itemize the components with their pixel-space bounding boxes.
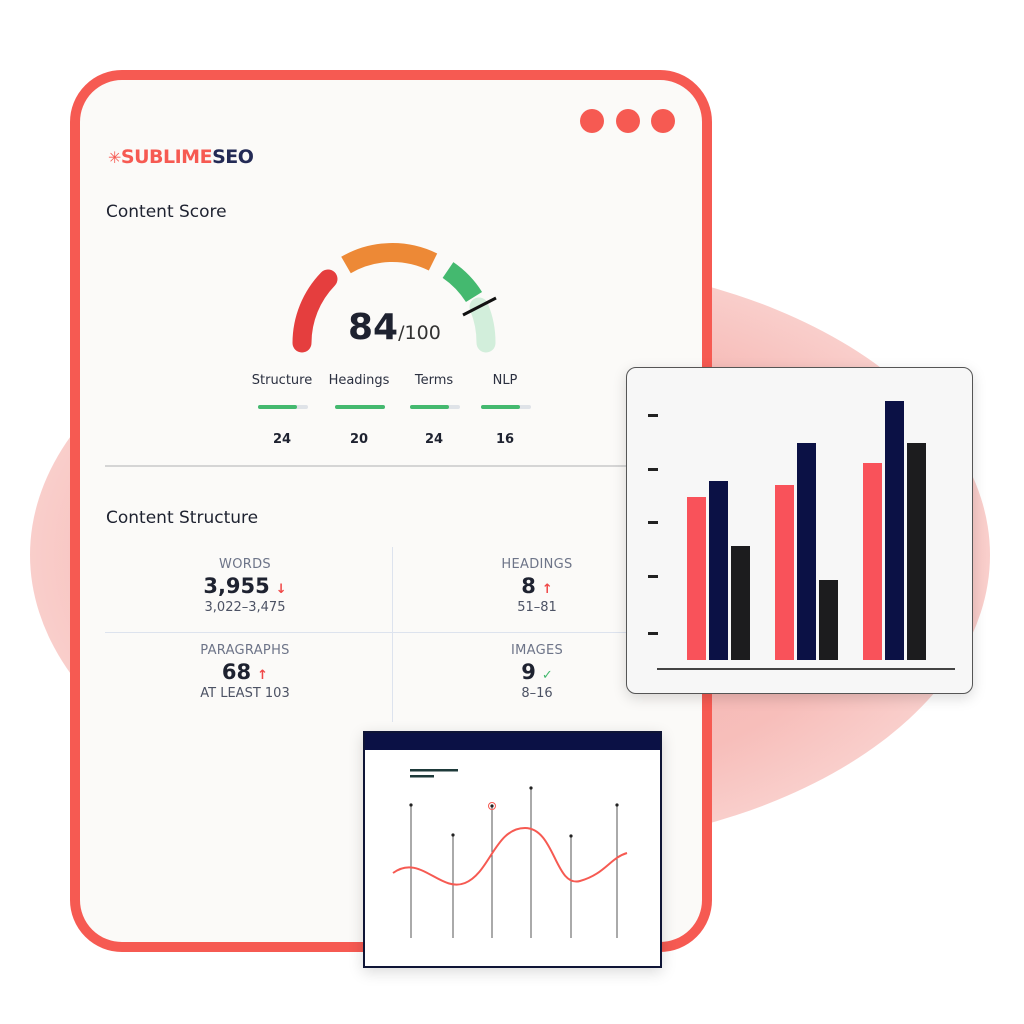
- metric-range: 8–16: [521, 686, 553, 701]
- logo-burst-icon: ✳: [108, 148, 121, 167]
- legend-line: [410, 775, 434, 778]
- score-value: 84/100: [348, 307, 441, 348]
- metric-words: WORDS 3,955 ↓ 3,022–3,475: [100, 557, 390, 615]
- score-number: 84: [348, 307, 399, 348]
- metric-value: 3,955: [203, 574, 270, 598]
- metric-range: 51–81: [517, 600, 557, 615]
- arrow-up-icon: ↑: [541, 582, 553, 597]
- window-dot[interactable]: [580, 109, 604, 133]
- metric-value: 68: [221, 660, 252, 684]
- data-point: [409, 803, 413, 807]
- axis-tick: [648, 414, 658, 417]
- data-point: [529, 786, 533, 790]
- subscore-label: Structure: [251, 373, 313, 388]
- gauge-red: [292, 269, 338, 353]
- subscore-value: 20: [349, 432, 369, 447]
- bar: [731, 546, 750, 660]
- axis-tick: [648, 575, 658, 578]
- check-icon: ✓: [541, 668, 553, 683]
- metric-label: HEADINGS: [501, 557, 573, 572]
- data-point: [615, 803, 619, 807]
- bar-chart: [648, 401, 955, 670]
- grid-hline: [105, 632, 665, 633]
- x-axis: [657, 668, 955, 670]
- line-chart: [365, 733, 660, 938]
- metric-range: 3,022–3,475: [204, 600, 286, 615]
- subscore-label: NLP: [492, 373, 518, 388]
- window-dot[interactable]: [651, 109, 675, 133]
- bar: [863, 463, 882, 660]
- arrow-up-icon: ↑: [257, 668, 269, 683]
- metric-label: WORDS: [219, 557, 271, 572]
- score-max: /100: [398, 322, 441, 344]
- axis-tick: [648, 521, 658, 524]
- metric-headings: HEADINGS 8 ↑ 51–81: [392, 557, 682, 615]
- divider: [105, 465, 702, 467]
- gauge-green: [442, 262, 483, 303]
- grid-vline: [392, 547, 393, 722]
- axis-tick: [648, 632, 658, 635]
- subscore-value: 16: [495, 432, 515, 447]
- data-point: [451, 833, 455, 837]
- subscore-progress: [258, 405, 308, 409]
- brand-logo: ✳SUBLIMESEO: [108, 146, 254, 168]
- legend-line: [410, 769, 458, 772]
- metric-images: IMAGES 9 ✓ 8–16: [392, 643, 682, 701]
- bar: [797, 443, 816, 660]
- metric-label: PARAGRAPHS: [200, 643, 290, 658]
- data-point: [569, 834, 573, 838]
- subscore-label: Headings: [328, 373, 390, 388]
- subscore-progress: [335, 405, 385, 409]
- metric-value: 9: [521, 660, 536, 684]
- metric-paragraphs: PARAGRAPHS 68 ↑ AT LEAST 103: [100, 643, 390, 701]
- gauge-needle: [462, 296, 497, 317]
- subscore-label: Terms: [414, 373, 454, 388]
- axis-tick: [648, 468, 658, 471]
- card-header-bar: [365, 733, 660, 750]
- bar: [687, 497, 706, 660]
- metric-label: IMAGES: [510, 643, 564, 658]
- bar: [709, 481, 728, 660]
- subscore-progress: [410, 405, 460, 409]
- content-score-title: Content Score: [106, 202, 227, 222]
- metric-value: 8: [521, 574, 536, 598]
- logo-text-1: SUBLIME: [120, 146, 213, 168]
- bar-chart-card: [626, 367, 973, 694]
- subscore-progress: [481, 405, 531, 409]
- bar: [775, 485, 794, 660]
- metric-range: AT LEAST 103: [200, 686, 290, 701]
- bar: [819, 580, 838, 660]
- line-chart-card: [363, 731, 662, 968]
- arrow-down-icon: ↓: [275, 582, 287, 597]
- gauge-orange: [341, 243, 438, 274]
- content-structure-title: Content Structure: [106, 508, 259, 528]
- subscore-value: 24: [424, 432, 444, 447]
- logo-text-2: SEO: [212, 146, 254, 168]
- gauge-remaining: [469, 297, 496, 353]
- series-line: [392, 826, 628, 886]
- highlight-point: [488, 802, 496, 810]
- bar: [885, 401, 904, 660]
- score-gauge: [292, 243, 497, 353]
- subscore-value: 24: [272, 432, 292, 447]
- window-dot[interactable]: [616, 109, 640, 133]
- bar: [907, 443, 926, 660]
- data-point: [490, 804, 494, 808]
